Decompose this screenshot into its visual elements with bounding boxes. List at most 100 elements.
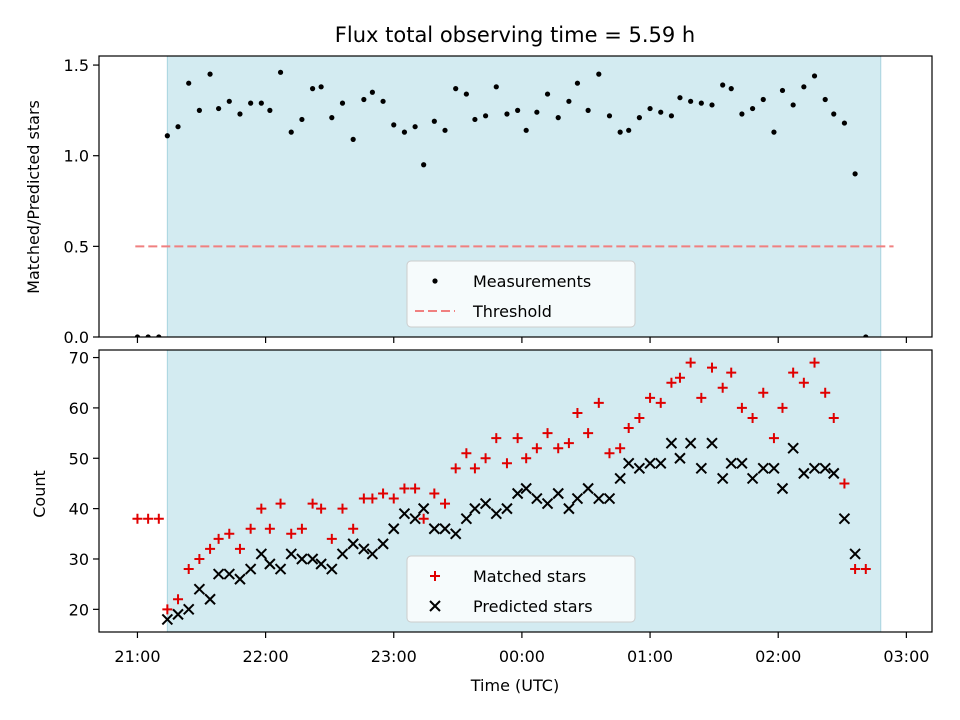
predicted-star-point [255, 548, 268, 560]
predicted-star-point [398, 507, 411, 520]
measurement-point [258, 100, 264, 106]
matched-star-point [286, 528, 297, 539]
legend-label: Measurements [473, 272, 591, 291]
matched-star-point [326, 533, 337, 544]
matched-star-point [736, 402, 747, 413]
predicted-star-point [161, 613, 174, 626]
predicted-star-point [172, 608, 184, 621]
predicted-star-point [264, 558, 276, 570]
predicted-star-point [665, 437, 678, 449]
measurement-point [175, 124, 181, 130]
measurement-point [534, 109, 540, 115]
matched-star-point [809, 357, 820, 368]
matched-star-point [143, 513, 154, 524]
matched-star-point [788, 367, 799, 378]
chart-title: Flux total observing time = 5.59 h [335, 23, 695, 47]
matched-star-point [173, 594, 184, 605]
matched-star-point [696, 392, 707, 403]
matched-star-point [440, 498, 451, 509]
measurement-point [688, 98, 694, 104]
x-tick-label: 02:00 [755, 647, 801, 666]
matched-star-point [358, 493, 369, 504]
measurement-point [442, 127, 448, 133]
predicted-star-point [490, 507, 502, 520]
matched-star-point [645, 392, 656, 403]
predicted-star-point [409, 512, 421, 525]
measurement-point [401, 129, 408, 135]
predicted-star-point [417, 502, 430, 515]
predicted-star-point [808, 462, 821, 475]
measurement-point [299, 116, 305, 123]
predicted-star-point [787, 442, 799, 454]
matched-star-point [820, 387, 831, 398]
predicted-star-point [428, 523, 441, 535]
measurement-point [134, 334, 141, 337]
legend-label: Matched stars [473, 567, 586, 586]
measurement-point [329, 115, 335, 121]
measurement-point [739, 111, 745, 117]
predicted-star-point [285, 548, 297, 560]
matched-star-point [860, 564, 871, 575]
measurement-point [391, 122, 397, 128]
matched-star-point [162, 604, 173, 615]
predicted-star-point [603, 492, 616, 505]
predicted-star-point [234, 573, 246, 585]
measurement-point [728, 86, 734, 92]
measurement-point [361, 96, 367, 103]
matched-star-point [213, 533, 224, 544]
predicted-star-point [274, 563, 287, 575]
matched-star-point [655, 397, 666, 408]
top-legend-box [406, 260, 636, 328]
predicted-star-point [716, 472, 729, 485]
matched-star-point [469, 463, 480, 474]
predicted-star-point [849, 548, 861, 560]
predicted-star-point [315, 558, 327, 570]
measurement-point [585, 107, 591, 113]
legend-label: Threshold [472, 302, 552, 321]
measurement-point [318, 84, 324, 90]
matched-star-point [429, 488, 440, 499]
predicted-star-point [736, 457, 748, 470]
top-y-tick-label: 1.0 [64, 147, 89, 166]
predicted-star-point [501, 502, 513, 515]
matched-star-point [275, 498, 286, 509]
matched-star-point [623, 423, 634, 434]
matched-star-point [512, 433, 523, 444]
measurement-point [779, 87, 786, 94]
predicted-star-point [582, 482, 594, 495]
matched-star-point [798, 377, 809, 388]
predicted-star-point [746, 472, 759, 485]
predicted-star-point [469, 502, 481, 515]
predicted-star-point [757, 462, 769, 475]
measurement-point [760, 96, 766, 103]
measurement-point [790, 102, 796, 108]
matched-star-point [685, 357, 696, 368]
predicted-star-point [439, 523, 451, 535]
measurement-point [421, 162, 427, 168]
bottom-y-axis-label: Count [30, 470, 49, 518]
predicted-star-point [531, 492, 543, 505]
top-plot-area: 0.0 0.5 1.0 1.5 Measurements Threshold [64, 55, 933, 347]
measurement-point [831, 111, 837, 117]
predicted-star-point [183, 603, 195, 616]
predicted-star-point [633, 462, 646, 475]
measurement-point [801, 84, 807, 90]
measurement-point [237, 111, 243, 117]
predicted-star-point [460, 512, 473, 525]
predicted-star-point [552, 487, 564, 500]
x-tick-label: 00:00 [499, 647, 545, 666]
legend-label: Predicted stars [473, 597, 593, 616]
predicted-star-point [347, 538, 359, 550]
predicted-star-point [296, 553, 308, 565]
matched-star-point [264, 523, 275, 534]
matched-star-point [531, 443, 542, 454]
matched-star-point [337, 503, 348, 514]
predicted-star-point [674, 452, 686, 464]
legend-measurements-marker [432, 278, 438, 284]
measurement-point [226, 98, 232, 104]
measurement-point [596, 71, 602, 77]
measurement-point [156, 334, 162, 337]
predicted-star-point [593, 492, 605, 505]
measurement-point [617, 129, 623, 135]
matched-star-point [666, 377, 677, 388]
